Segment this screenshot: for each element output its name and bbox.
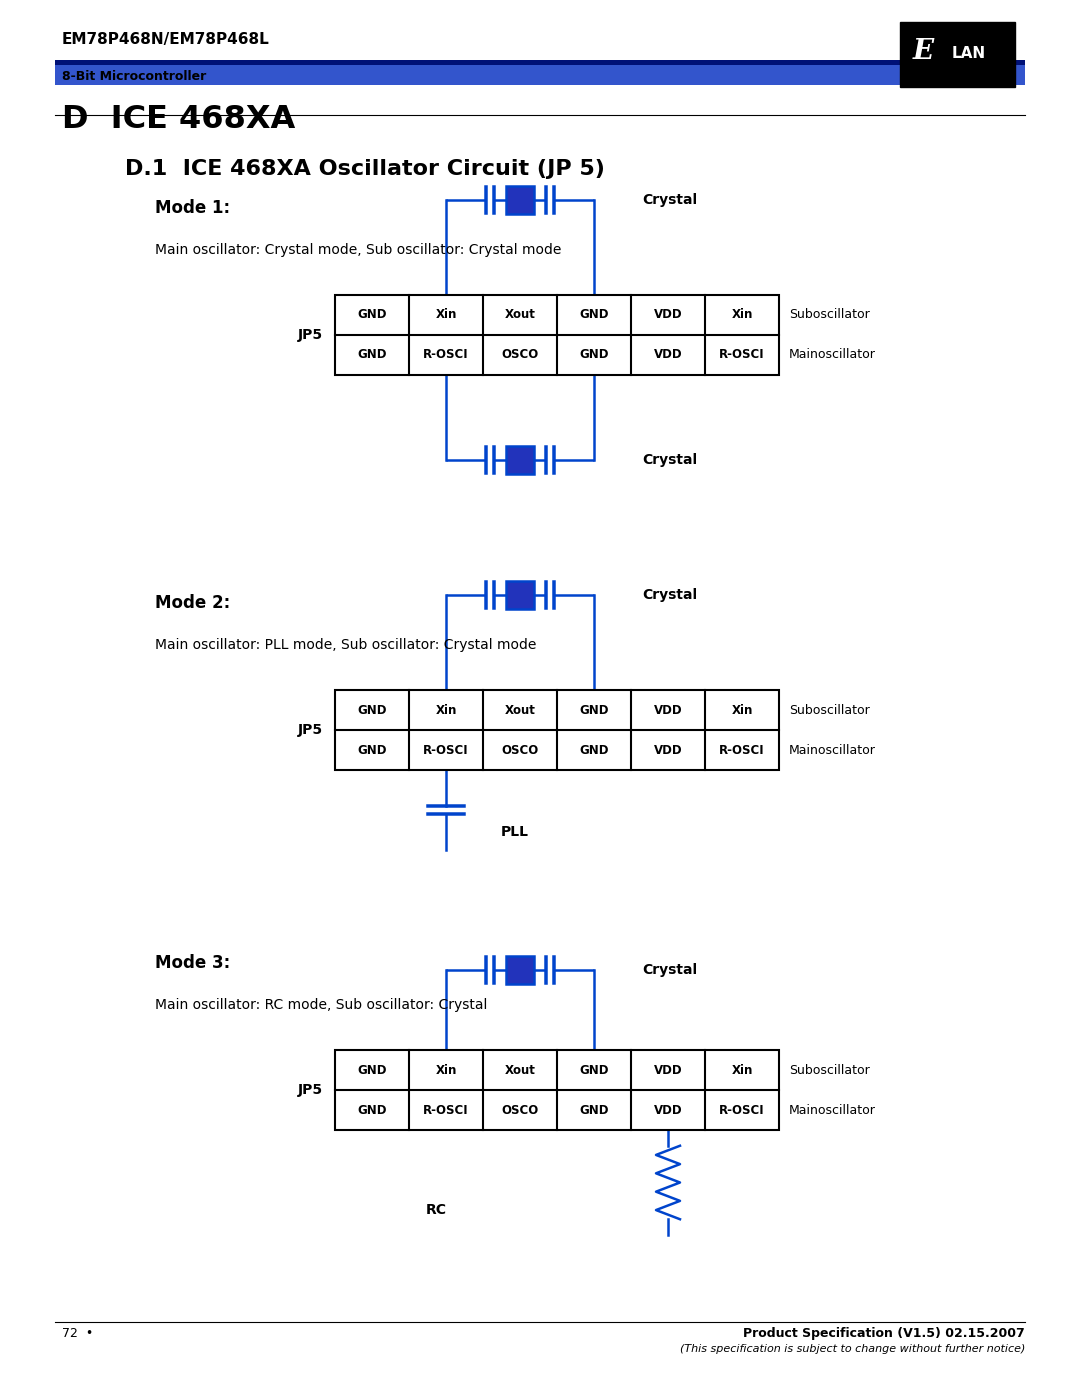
Text: GND: GND <box>579 704 609 717</box>
Text: Crystal: Crystal <box>642 588 697 602</box>
Text: JP5: JP5 <box>298 1083 323 1097</box>
Text: Xout: Xout <box>504 309 536 321</box>
Text: VDD: VDD <box>653 1063 683 1077</box>
Text: R-OSCI: R-OSCI <box>719 743 765 757</box>
Text: JP5: JP5 <box>298 724 323 738</box>
Bar <box>507 446 534 474</box>
Text: GND: GND <box>357 348 387 362</box>
Bar <box>507 186 534 214</box>
Bar <box>335 690 779 770</box>
Text: OSCO: OSCO <box>501 1104 539 1116</box>
Text: 8-Bit Microcontroller: 8-Bit Microcontroller <box>62 70 206 82</box>
Text: GND: GND <box>357 743 387 757</box>
Text: GND: GND <box>579 1104 609 1116</box>
Text: LAN: LAN <box>951 46 986 60</box>
Text: GND: GND <box>579 348 609 362</box>
Text: Xout: Xout <box>504 704 536 717</box>
Text: GND: GND <box>579 743 609 757</box>
Text: EM78P468N/EM78P468L: EM78P468N/EM78P468L <box>62 32 270 47</box>
Text: Mode 1:: Mode 1: <box>156 198 230 217</box>
Text: Xout: Xout <box>504 1063 536 1077</box>
Text: GND: GND <box>579 309 609 321</box>
Text: 72  •: 72 • <box>62 1327 93 1340</box>
Text: Xin: Xin <box>731 1063 753 1077</box>
Text: Mainoscillator: Mainoscillator <box>789 348 876 362</box>
Text: OSCO: OSCO <box>501 743 539 757</box>
Text: Mode 2:: Mode 2: <box>156 594 230 612</box>
Text: GND: GND <box>357 309 387 321</box>
Bar <box>507 581 534 609</box>
Bar <box>335 295 779 374</box>
Text: JP5: JP5 <box>298 328 323 342</box>
Text: Suboscillator: Suboscillator <box>789 704 869 717</box>
Text: GND: GND <box>579 1063 609 1077</box>
Text: R-OSCI: R-OSCI <box>719 348 765 362</box>
Text: R-OSCI: R-OSCI <box>423 348 469 362</box>
Text: VDD: VDD <box>653 1104 683 1116</box>
Text: VDD: VDD <box>653 348 683 362</box>
Bar <box>55 66 1025 85</box>
Text: OSCO: OSCO <box>501 348 539 362</box>
Text: Product Specification (V1.5) 02.15.2007: Product Specification (V1.5) 02.15.2007 <box>743 1327 1025 1340</box>
Text: Xin: Xin <box>435 1063 457 1077</box>
Text: E: E <box>913 38 933 64</box>
Text: Xin: Xin <box>731 704 753 717</box>
Text: Xin: Xin <box>435 309 457 321</box>
Text: Suboscillator: Suboscillator <box>789 309 869 321</box>
Text: (This specification is subject to change without further notice): (This specification is subject to change… <box>679 1344 1025 1354</box>
Text: VDD: VDD <box>653 743 683 757</box>
Text: GND: GND <box>357 1063 387 1077</box>
Text: Main oscillator: Crystal mode, Sub oscillator: Crystal mode: Main oscillator: Crystal mode, Sub oscil… <box>156 243 562 257</box>
Text: Mainoscillator: Mainoscillator <box>789 743 876 757</box>
Text: Suboscillator: Suboscillator <box>789 1063 869 1077</box>
Text: Xin: Xin <box>435 704 457 717</box>
Text: Crystal: Crystal <box>642 963 697 977</box>
Bar <box>55 60 1025 66</box>
Text: GND: GND <box>357 704 387 717</box>
Bar <box>335 1051 779 1130</box>
Text: Main oscillator: RC mode, Sub oscillator: Crystal: Main oscillator: RC mode, Sub oscillator… <box>156 997 487 1011</box>
Text: Mode 3:: Mode 3: <box>156 954 230 972</box>
Text: R-OSCI: R-OSCI <box>423 1104 469 1116</box>
Text: Crystal: Crystal <box>642 193 697 207</box>
Text: RC: RC <box>426 1203 446 1217</box>
Text: Crystal: Crystal <box>642 453 697 467</box>
Text: Xin: Xin <box>731 309 753 321</box>
Text: Mainoscillator: Mainoscillator <box>789 1104 876 1116</box>
Text: Main oscillator: PLL mode, Sub oscillator: Crystal mode: Main oscillator: PLL mode, Sub oscillato… <box>156 638 537 652</box>
Text: GND: GND <box>357 1104 387 1116</box>
Text: D  ICE 468XA: D ICE 468XA <box>62 103 295 136</box>
Text: R-OSCI: R-OSCI <box>423 743 469 757</box>
Text: VDD: VDD <box>653 309 683 321</box>
Bar <box>900 22 1015 87</box>
Bar <box>507 956 534 983</box>
Text: VDD: VDD <box>653 704 683 717</box>
Text: PLL: PLL <box>501 826 529 840</box>
Text: R-OSCI: R-OSCI <box>719 1104 765 1116</box>
Text: D.1  ICE 468XA Oscillator Circuit (JP 5): D.1 ICE 468XA Oscillator Circuit (JP 5) <box>125 159 605 179</box>
